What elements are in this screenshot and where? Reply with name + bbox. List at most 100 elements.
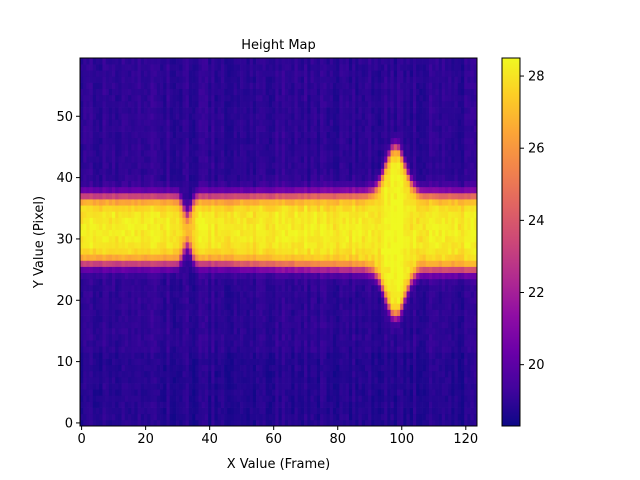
heatmap-cell xyxy=(364,217,369,224)
heatmap-cell xyxy=(208,266,212,274)
heatmap-cell xyxy=(332,260,337,267)
heatmap-cell xyxy=(201,303,206,310)
heatmap-cell xyxy=(304,334,308,341)
heatmap-cell xyxy=(243,407,247,415)
heatmap-cell xyxy=(412,383,417,390)
heatmap-cell xyxy=(195,346,199,353)
heatmap-cell xyxy=(336,303,340,310)
heatmap-cell xyxy=(128,303,132,310)
heatmap-cell xyxy=(108,352,113,359)
heatmap-cell xyxy=(169,419,174,427)
heatmap-cell xyxy=(444,217,449,224)
heatmap-cell xyxy=(473,291,478,298)
heatmap-cell xyxy=(89,235,94,243)
heatmap-cell xyxy=(425,321,430,329)
heatmap-cell xyxy=(326,266,331,274)
heatmap-cell xyxy=(422,346,427,353)
heatmap-cell xyxy=(224,242,228,249)
heatmap-cell xyxy=(460,389,465,396)
heatmap-cell xyxy=(425,260,430,267)
heatmap-cell xyxy=(201,346,206,353)
heatmap-cell xyxy=(348,192,353,200)
heatmap-cell xyxy=(227,254,231,261)
heatmap-cell xyxy=(99,407,103,415)
heatmap-cell xyxy=(316,346,321,353)
heatmap-cell xyxy=(364,254,369,261)
heatmap-cell xyxy=(224,364,228,372)
heatmap-cell xyxy=(464,321,468,329)
heatmap-cell xyxy=(265,242,270,249)
heatmap-cell xyxy=(467,284,471,292)
heatmap-cell xyxy=(185,370,190,378)
heatmap-cell xyxy=(412,413,417,421)
heatmap-cell xyxy=(393,370,398,378)
heatmap-cell xyxy=(419,358,423,366)
heatmap-cell xyxy=(339,334,343,341)
heatmap-cell xyxy=(243,419,247,427)
heatmap-cell xyxy=(339,180,343,188)
heatmap-cell xyxy=(265,284,270,292)
heatmap-cell xyxy=(150,266,154,274)
heatmap-cell xyxy=(444,327,449,335)
heatmap-cell xyxy=(112,413,116,421)
heatmap-cell xyxy=(339,297,343,304)
heatmap-cell xyxy=(214,186,219,194)
heatmap-cell xyxy=(390,340,395,347)
heatmap-cell xyxy=(412,395,417,402)
heatmap-cell xyxy=(99,186,103,194)
heatmap-cell xyxy=(336,419,340,427)
heatmap-cell xyxy=(259,211,263,218)
heatmap-cell xyxy=(182,401,186,408)
heatmap-cell xyxy=(355,327,359,335)
heatmap-cell xyxy=(371,303,375,310)
heatmap-cell xyxy=(201,358,206,366)
heatmap-cell xyxy=(313,364,318,372)
heatmap-cell xyxy=(252,358,257,366)
heatmap-cell xyxy=(377,186,382,194)
heatmap-cell xyxy=(233,383,238,390)
heatmap-cell xyxy=(128,272,132,280)
heatmap-cell xyxy=(390,186,395,194)
heatmap-cell xyxy=(432,315,436,323)
heatmap-cell xyxy=(268,309,273,316)
heatmap-cell xyxy=(419,254,423,261)
heatmap-cell xyxy=(224,223,228,231)
heatmap-cell xyxy=(230,315,235,323)
heatmap-cell xyxy=(364,223,369,231)
heatmap-cell xyxy=(150,346,154,353)
heatmap-cell xyxy=(387,309,391,316)
heatmap-cell xyxy=(240,315,244,323)
heatmap-cell xyxy=(470,272,475,280)
heatmap-cell xyxy=(307,235,311,243)
heatmap-cell xyxy=(403,199,407,206)
heatmap-cell xyxy=(262,327,267,335)
heatmap-cell xyxy=(92,217,97,224)
heatmap-cell xyxy=(460,192,465,200)
heatmap-cell xyxy=(179,272,183,280)
heatmap-cell xyxy=(233,401,238,408)
heatmap-cell xyxy=(409,334,414,341)
heatmap-cell xyxy=(166,229,170,237)
heatmap-cell xyxy=(316,321,321,329)
heatmap-cell xyxy=(467,364,471,372)
heatmap-cell xyxy=(188,284,193,292)
heatmap-cell xyxy=(169,291,174,298)
heatmap-cell xyxy=(182,352,186,359)
heatmap-cell xyxy=(272,297,276,304)
heatmap-cell xyxy=(108,266,113,274)
heatmap-cell xyxy=(220,192,225,200)
heatmap-cell xyxy=(160,235,164,243)
heatmap-cell xyxy=(412,291,417,298)
heatmap-cell xyxy=(150,358,154,366)
heatmap-cell xyxy=(428,383,433,390)
heatmap-cell xyxy=(339,205,343,212)
heatmap-cell xyxy=(336,192,340,200)
heatmap-cell xyxy=(409,235,414,243)
heatmap-cell xyxy=(307,260,311,267)
heatmap-cell xyxy=(108,407,113,415)
heatmap-cell xyxy=(179,235,183,243)
heatmap-cell xyxy=(460,364,465,372)
heatmap-cell xyxy=(361,413,366,421)
heatmap-cell xyxy=(288,370,292,378)
heatmap-cell xyxy=(387,284,391,292)
